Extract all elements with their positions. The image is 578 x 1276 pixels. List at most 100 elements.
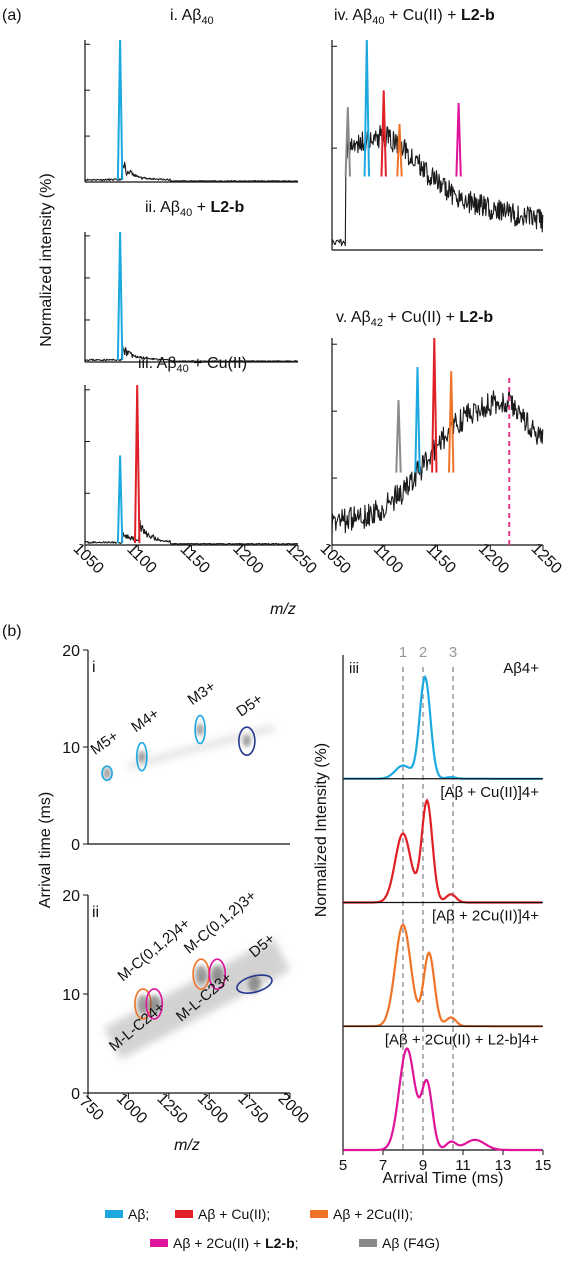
atd-trace [343, 674, 542, 780]
spectrum-panel [84, 384, 299, 546]
x-tick-label: 15 [535, 1157, 552, 1174]
x-tick-label: 1500 [194, 1090, 231, 1127]
spectrum-trace [331, 124, 544, 247]
spectrum-iii-title: iii. Aβ40 + Cu(II) [138, 355, 247, 375]
region-ellipse [236, 974, 273, 994]
x-tick-label: 1050 [70, 540, 107, 577]
x-tick-label: 7 [379, 1157, 387, 1174]
x-tick-label: 1200 [229, 540, 266, 577]
spectrum-trace [85, 345, 299, 363]
spectrum-peak [116, 39, 124, 181]
legend: Aβ; Aβ + Cu(II); Aβ + 2Cu(II); Aβ + 2Cu(… [105, 1206, 440, 1251]
legend-swatch-cu2l2b [150, 1239, 168, 1247]
series-label: [Aβ + 2Cu(II) + L2-b]4+ [385, 1031, 539, 1048]
legend-swatch-f4g [359, 1239, 377, 1247]
spectrum-peak [116, 231, 124, 361]
x-tick-label: 13 [495, 1157, 512, 1174]
legend-swatch-cu1 [175, 1210, 193, 1218]
signal-band [127, 724, 275, 770]
signal-band [103, 938, 291, 1060]
region-label: M3+ [185, 678, 219, 709]
y-tick-label: 20 [62, 888, 80, 905]
y-tick-label: 0 [71, 1086, 80, 1103]
region-ellipse [194, 714, 206, 745]
guide-label: 3 [449, 644, 457, 661]
region-label: M5+ [88, 727, 122, 758]
region-label: M-C(0,1,2)4+ [115, 915, 194, 985]
spectrum-panel [84, 231, 299, 363]
y-tick-label: 10 [62, 740, 80, 757]
x-tick-label: 11 [455, 1157, 471, 1174]
legend-swatch-abeta [105, 1210, 123, 1218]
legend-label-cu2: Aβ + 2Cu(II); [333, 1206, 413, 1222]
spectrum-peak [363, 39, 370, 177]
x-tick-label: 1200 [475, 540, 512, 577]
spectra-group [84, 39, 544, 546]
x-tick-label: 1750 [234, 1090, 271, 1127]
x-tick-label: 2000 [275, 1090, 312, 1127]
region-label: M4+ [128, 705, 162, 736]
panel-b-label: (b) [2, 623, 22, 640]
x-tick-label: 1050 [317, 540, 354, 577]
region-ellipse [238, 726, 256, 756]
atd-trace [343, 923, 542, 1028]
panel-a-xlabel: m/z [270, 601, 296, 618]
series-label: [Aβ + Cu(II)]4+ [440, 784, 539, 801]
signal-spot [195, 965, 208, 984]
signal-spot [248, 975, 261, 994]
spectrum-panel [331, 39, 544, 251]
atd-trace [343, 1047, 542, 1152]
spectrum-peak [455, 102, 462, 177]
x-tick-label: 1100 [123, 541, 159, 577]
legend-swatch-cu2 [310, 1210, 328, 1218]
spectrum-trace [84, 161, 299, 182]
x-tick-label: 1250 [283, 540, 320, 577]
x-tick-label: 1250 [528, 540, 565, 577]
spectrum-peak [344, 107, 351, 177]
spectrum-ii-title: ii. Aβ40 + L2-b [145, 199, 244, 219]
subpanel-label: iii [349, 660, 359, 677]
arrival-time-distributions: iii 1 2 3 Aβ4+ [Aβ + Cu(II)]4+ [Aβ + 2Cu(II)]4… [339, 644, 552, 1174]
x-tick-label: 1000 [113, 1090, 150, 1127]
spectrum-panel [84, 39, 299, 183]
spectrum-peak [431, 337, 438, 473]
region-ellipse [101, 765, 113, 781]
panel-a-label: (a) [2, 7, 22, 24]
x-tick-label: 1150 [177, 541, 213, 577]
y-tick-label: 20 [62, 643, 80, 660]
subpanel-label: i [92, 659, 96, 676]
x-tick-label: 1150 [423, 541, 459, 577]
region-ellipse [136, 741, 148, 772]
guide-label: 1 [399, 644, 407, 661]
atd-trace [343, 798, 542, 904]
series-label: Aβ4+ [503, 660, 539, 677]
spectrum-peak [448, 371, 455, 473]
spectrum-v-title: v. Aβ42 + Cu(II) + L2-b [336, 309, 493, 329]
spectrum-i-title: i. Aβ40 [170, 7, 214, 27]
y-tick-label: 10 [62, 987, 80, 1004]
panel-iii-ylabel: Normalized Intensity (%) [313, 743, 330, 917]
panel-b-ylabel: Arrival time (ms) [37, 792, 54, 908]
spectrum-trace [84, 519, 299, 545]
arrival-map: 01020iiM-C(0,1,2)4+M-L-C24+M-C(0,1,2)3+M… [62, 887, 291, 1103]
signal-spot [137, 750, 146, 763]
region-ellipse [145, 988, 164, 1020]
x-tick-labels-right: 1050 1100 1150 1200 1250 [317, 540, 565, 577]
legend-label-cu2l2b: Aβ + 2Cu(II) + L2-b; [173, 1235, 299, 1251]
x-tick-label: 1100 [370, 541, 406, 577]
spectrum-iv-title: iv. Aβ40 + Cu(II) + L2-b [334, 7, 495, 27]
spectrum-peak [380, 90, 387, 177]
panel-a-ylabel: Normalized intensity (%) [38, 173, 55, 346]
spectrum-trace [331, 390, 544, 535]
signal-spot [148, 994, 161, 1013]
panel-b-xlabel: m/z [174, 1137, 200, 1154]
spectrum-peak [395, 400, 402, 473]
x-tick-label: 1250 [153, 1090, 190, 1127]
panel-iii-xlabel: Arrival Time (ms) [383, 1170, 504, 1187]
signal-spot [103, 767, 112, 780]
signal-spot [242, 735, 251, 748]
legend-label-cu1: Aβ + Cu(II); [198, 1206, 270, 1222]
map-x-tick-labels: 750 1000 1250 1500 1750 2000 [76, 1090, 312, 1127]
